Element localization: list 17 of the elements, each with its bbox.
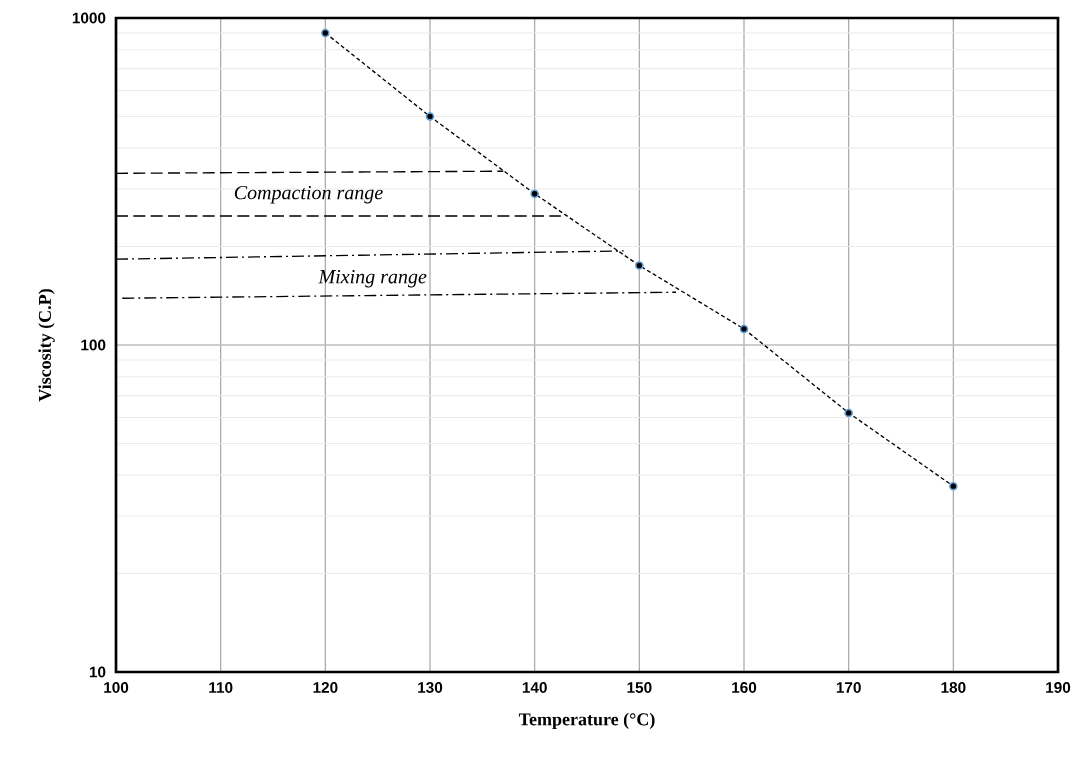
x-tick-label: 190 [1046,682,1071,693]
x-tick-label: 150 [627,682,652,693]
y-axis-title: Viscosity (C.P) [38,289,55,402]
y-tick-label: 1000 [72,12,106,24]
x-tick-label: 110 [209,682,233,693]
x-tick-label: 160 [732,682,757,693]
x-tick-label: 130 [418,682,443,693]
y-tick-label: 10 [89,666,106,678]
x-tick-label: 140 [522,682,547,693]
x-tick-label: 100 [104,682,129,693]
x-axis-title: Temperature (°C) [518,712,655,730]
x-tick-label: 180 [941,682,966,693]
annotation: Mixing range [318,269,427,288]
annotation: Compaction range [234,185,383,204]
x-tick-label: 120 [313,682,338,693]
y-tick-label: 100 [81,339,106,351]
x-tick-label: 170 [836,682,861,693]
